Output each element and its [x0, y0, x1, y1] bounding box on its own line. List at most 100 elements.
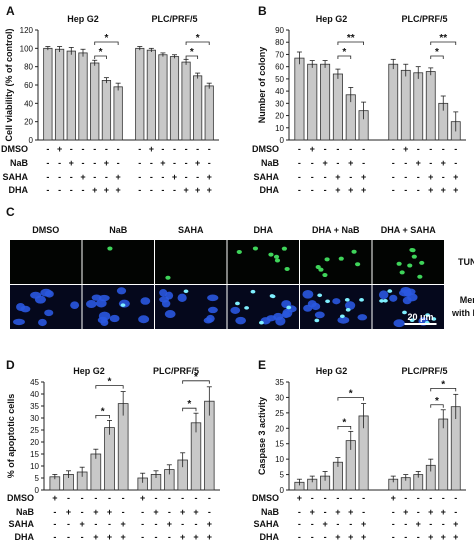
panel-letter: C: [6, 205, 15, 219]
significance-label: *: [194, 372, 198, 383]
treatment-sign: -: [404, 185, 407, 195]
dapi-nucleus: [116, 287, 127, 295]
bar: [90, 62, 100, 141]
treatment-sign: -: [311, 185, 314, 195]
tunel-positive-nucleus: [324, 257, 330, 262]
treatment-sign: -: [141, 507, 144, 517]
treatment-sign: -: [208, 158, 211, 168]
dapi-nucleus: [13, 318, 25, 326]
treatment-sign: -: [82, 185, 85, 195]
significance-bracket: [337, 41, 364, 45]
significance-label: **: [347, 33, 355, 44]
treatment-sign: -: [173, 185, 176, 195]
treatment-sign: +: [80, 172, 85, 182]
treatment-sign: +: [116, 185, 121, 195]
significance-bracket: [185, 41, 210, 45]
treatment-sign: -: [442, 493, 445, 503]
y-tick-label: 30: [30, 414, 39, 423]
treatment-sign: -: [417, 532, 420, 542]
treatment-sign: -: [298, 172, 301, 182]
treatment-sign: +: [104, 185, 109, 195]
treatment-sign: -: [181, 519, 184, 529]
tunel-positive-nucleus: [355, 262, 361, 267]
treatment-sign: -: [208, 507, 211, 517]
treatment-sign: -: [392, 172, 395, 182]
panel-e: E 0 5 10 15 20 25 30 35 Caspase 3 activity Hep G2 *…: [252, 358, 466, 542]
treatment-sign: -: [417, 172, 420, 182]
significance-bracket: [182, 380, 210, 384]
y-tick-label: 80: [275, 38, 284, 47]
treatment-row-label: SAHA: [2, 172, 28, 182]
treatment-sign: -: [67, 519, 70, 529]
bar: [320, 63, 331, 141]
significance-bracket: [430, 41, 457, 45]
tunel-image: [300, 240, 372, 284]
treatment-sign: -: [311, 519, 314, 529]
bar: [66, 50, 76, 141]
significance-label: *: [342, 47, 346, 58]
merged-positive-nucleus: [382, 298, 388, 303]
significance-bracket: [430, 387, 457, 392]
dapi-nucleus: [40, 288, 52, 297]
bar: [101, 80, 112, 141]
treatment-sign: +: [322, 158, 327, 168]
treatment-sign: -: [417, 144, 420, 154]
merged-positive-nucleus: [387, 289, 393, 293]
treatment-sign: -: [117, 158, 120, 168]
treatment-sign: +: [52, 493, 57, 503]
treatment-sign: +: [453, 172, 458, 182]
merged-positive-nucleus: [270, 294, 276, 299]
treatment-sign: -: [58, 172, 61, 182]
tunel-positive-nucleus: [417, 274, 423, 279]
group-label: Hep G2: [67, 14, 99, 24]
merged-positive-nucleus: [235, 301, 240, 306]
treatment-sign: -: [173, 158, 176, 168]
treatment-sign: -: [94, 519, 97, 529]
treatment-sign: -: [150, 185, 153, 195]
dapi-nucleus: [44, 309, 54, 317]
merged-positive-nucleus: [325, 299, 330, 304]
tunel-positive-nucleus: [165, 275, 171, 280]
treatment-sign: -: [81, 493, 84, 503]
treatment-sign: -: [349, 144, 352, 154]
merged-positive-nucleus: [183, 289, 189, 294]
treatment-sign: -: [349, 493, 352, 503]
treatment-sign: -: [93, 172, 96, 182]
bar: [78, 52, 88, 141]
significance-label: *: [441, 379, 445, 390]
y-tick-label: 60: [24, 81, 33, 90]
treatment-sign: -: [122, 507, 125, 517]
treatment-sign: +: [403, 507, 408, 517]
tunel-positive-nucleus: [274, 258, 281, 263]
treatment-sign: +: [348, 158, 353, 168]
bar: [332, 73, 343, 141]
y-tick-label: 10: [30, 462, 39, 471]
treatment-sign: +: [322, 519, 327, 529]
y-tick-label: 15: [275, 440, 284, 449]
tunel-positive-nucleus: [338, 256, 344, 261]
tunel-positive-nucleus: [399, 270, 405, 275]
treatment-sign: +: [69, 158, 74, 168]
group-label: PLC/PRF/5: [401, 366, 447, 376]
column-label: DHA: [254, 225, 274, 235]
dapi-nucleus: [207, 306, 218, 314]
significance-bracket: [337, 55, 352, 59]
treatment-sign: -: [404, 493, 407, 503]
dapi-nucleus: [337, 316, 350, 324]
significance-bracket: [185, 55, 199, 59]
dapi-nucleus: [177, 293, 187, 303]
treatment-sign: -: [138, 185, 141, 195]
treatment-sign: -: [311, 532, 314, 542]
dapi-nucleus: [345, 301, 356, 310]
treatment-sign: -: [429, 493, 432, 503]
merged-positive-nucleus: [359, 298, 364, 302]
y-axis-label: Cell viability (% of control): [4, 28, 14, 141]
bar: [307, 63, 318, 141]
treatment-sign: -: [442, 144, 445, 154]
panel-letter: A: [6, 4, 15, 18]
treatment-sign: -: [298, 507, 301, 517]
treatment-sign: -: [404, 172, 407, 182]
treatment-sign: -: [161, 144, 164, 154]
significance-bracket: [337, 425, 352, 430]
treatment-sign: +: [107, 507, 112, 517]
